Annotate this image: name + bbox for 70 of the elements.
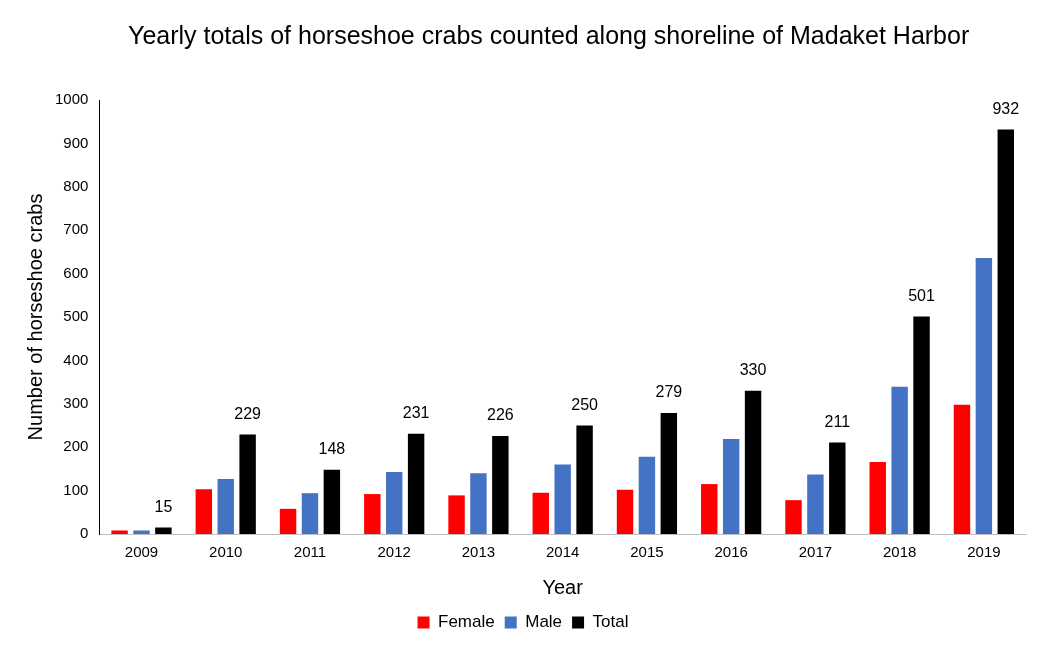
x-tick-label: 2013: [461, 543, 496, 561]
x-tick-label: 2017: [798, 543, 833, 561]
y-tick-label: 200: [63, 437, 89, 455]
bar: [385, 471, 403, 534]
data-label: 932: [992, 99, 1020, 117]
legend-label: Female: [438, 612, 495, 632]
bar: [576, 425, 593, 534]
bar: [785, 500, 802, 534]
y-tick-label: 1000: [54, 90, 89, 108]
bar: [660, 412, 678, 534]
bar: [364, 494, 381, 534]
bar: [829, 442, 846, 534]
data-label: 279: [655, 383, 683, 401]
y-tick-label: 900: [63, 133, 89, 151]
x-tick-label: 2015: [630, 543, 664, 561]
y-tick-label: 0: [80, 524, 89, 542]
bar: [323, 469, 341, 534]
legend-label: Male: [525, 612, 563, 632]
data-label: 330: [739, 361, 767, 379]
bar: [554, 464, 571, 534]
data-label: 226: [487, 406, 514, 424]
bar: [448, 495, 465, 534]
x-tick-label: 2012: [377, 543, 411, 561]
bar: [301, 493, 319, 534]
y-tick-label: 400: [63, 350, 89, 368]
x-tick-label: 2010: [209, 543, 243, 561]
bar: [470, 473, 487, 534]
bar: [407, 433, 425, 534]
y-tick-label: 600: [63, 263, 89, 281]
chart-title: Yearly totals of horseshoe crabs counted along shoreline of Madaket Harbor: [128, 20, 971, 51]
y-tick-label: 300: [63, 393, 89, 411]
x-tick-label: 2009: [124, 543, 159, 561]
data-label: 501: [908, 286, 935, 304]
bar: [953, 404, 971, 534]
bar: [217, 478, 234, 534]
bar: [279, 508, 297, 534]
y-axis-title: Number of horseshoe crabs: [23, 193, 46, 441]
bar: [239, 434, 256, 534]
data-label: 15: [154, 497, 173, 515]
data-label: 231: [402, 404, 430, 422]
bar: [891, 386, 908, 534]
bar: [975, 257, 993, 534]
x-tick-label: 2011: [293, 543, 327, 561]
legend-label: Total: [592, 612, 629, 632]
x-tick-label: 2014: [546, 543, 580, 561]
bar: [722, 438, 740, 534]
data-label: 211: [824, 412, 851, 430]
bar: [997, 129, 1014, 534]
bar: [155, 527, 172, 534]
bar: [744, 390, 762, 534]
bar: [616, 489, 634, 534]
data-label: 250: [571, 395, 599, 413]
data-label: 229: [234, 405, 262, 423]
bar: [492, 435, 509, 534]
x-tick-label: 2016: [714, 543, 748, 561]
x-tick-label: 2018: [882, 543, 917, 561]
bar: [195, 489, 213, 534]
x-tick-label: 2019: [967, 543, 1001, 561]
bar: [532, 492, 549, 534]
bar: [807, 474, 824, 534]
data-label: 148: [318, 440, 346, 458]
y-tick-label: 800: [63, 176, 89, 194]
bar: [701, 484, 718, 534]
bar: [638, 456, 656, 534]
y-tick-label: 700: [63, 220, 89, 238]
x-axis-title: Year: [542, 575, 584, 598]
y-tick-label: 100: [63, 480, 89, 498]
bar: [869, 461, 886, 534]
y-tick-label: 500: [63, 307, 89, 325]
bar: [913, 316, 930, 534]
